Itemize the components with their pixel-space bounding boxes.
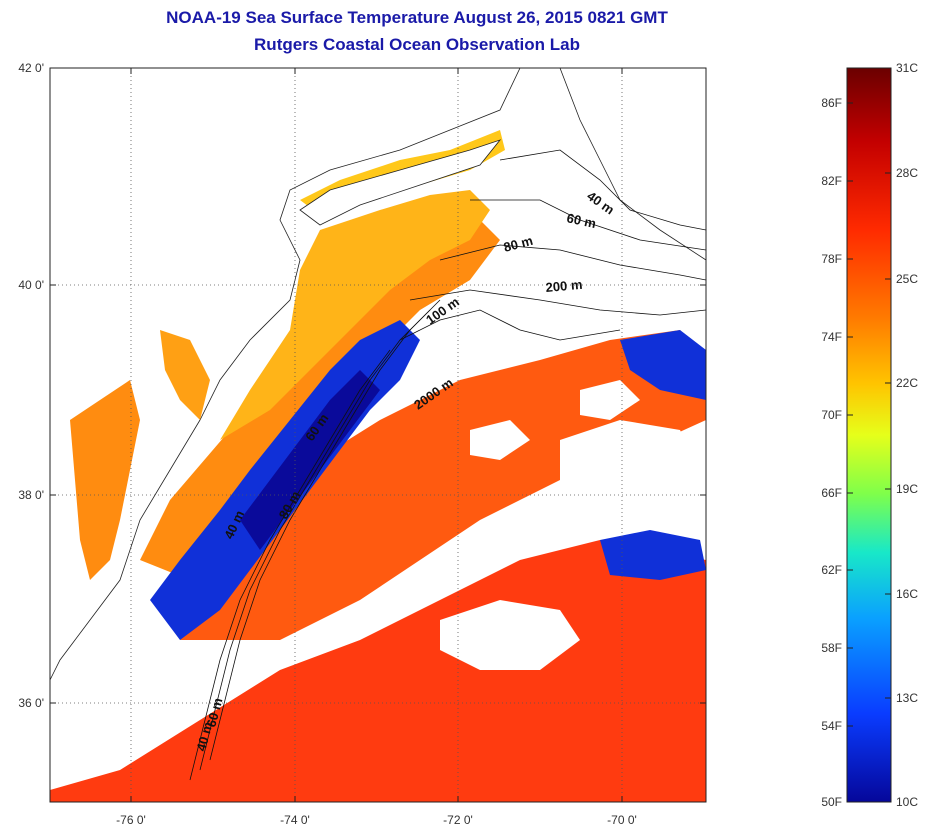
land-mid-atlantic [50,68,521,681]
land-new-england [559,68,706,261]
colorbar-ticks [847,102,891,727]
map-title: NOAA-19 Sea Surface Temperature August 2… [166,8,668,27]
lon-label: -76 0' [116,813,146,827]
lat-label: 38 0' [18,488,44,502]
contour-label: 60 m [565,210,597,231]
lon-label: -74 0' [280,813,310,827]
sst-region-chesapeake [70,380,140,580]
lon-label: -70 0' [607,813,637,827]
contour-label: 80 m [502,233,535,255]
contour-label: 200 m [545,277,583,295]
colorbar-label-c: 16C [896,587,918,601]
contour-label: 40 m [193,720,215,753]
colorbar: 86F 82F 78F 74F 70F 66F 62F 58F 54F 50F … [821,61,918,809]
colorbar-label-c: 19C [896,482,918,496]
sst-region-northeast-cold [620,330,706,400]
sst-map: 42 0' 40 0' 38 0' 36 0' -76 0' -74 0' -7… [18,61,707,827]
cloud-patch [580,380,640,420]
lat-label: 36 0' [18,696,44,710]
lon-label: -72 0' [443,813,473,827]
colorbar-label-f: 50F [821,795,842,809]
colorbar-label-f: 78F [821,252,842,266]
cloud-patch [560,420,700,510]
cloud-patch [470,420,530,460]
lat-label: 42 0' [18,61,44,75]
colorbar-label-f: 54F [821,719,842,733]
colorbar-label-f: 74F [821,330,842,344]
map-subtitle: Rutgers Coastal Ocean Observation Lab [254,35,580,54]
graticule [50,68,706,802]
sst-region-south [50,540,706,802]
colorbar-label-f: 66F [821,486,842,500]
colorbar-label-c: 10C [896,795,918,809]
sst-region-east-cold [600,530,706,580]
colorbar-label-c: 13C [896,691,918,705]
colorbar-label-c: 28C [896,166,918,180]
sst-region-delaware-bay [160,330,210,420]
map-frame [49,67,707,803]
map-ticks [50,67,706,802]
cloud-patch [440,600,580,670]
colorbar-label-f: 86F [821,96,842,110]
sst-region-ny-bight [220,190,490,440]
colorbar-label-f: 62F [821,563,842,577]
colorbar-gradient [846,67,892,803]
sst-region-offshore [180,330,706,640]
colorbar-label-f: 58F [821,641,842,655]
colorbar-label-c: 25C [896,272,918,286]
contour-label: 60 m [203,696,225,729]
lat-label: 40 0' [18,278,44,292]
colorbar-label-c: 22C [896,376,918,390]
colorbar-label-c: 31C [896,61,918,75]
land-long-island [299,139,502,226]
colorbar-label-f: 82F [821,174,842,188]
colorbar-label-f: 70F [821,408,842,422]
